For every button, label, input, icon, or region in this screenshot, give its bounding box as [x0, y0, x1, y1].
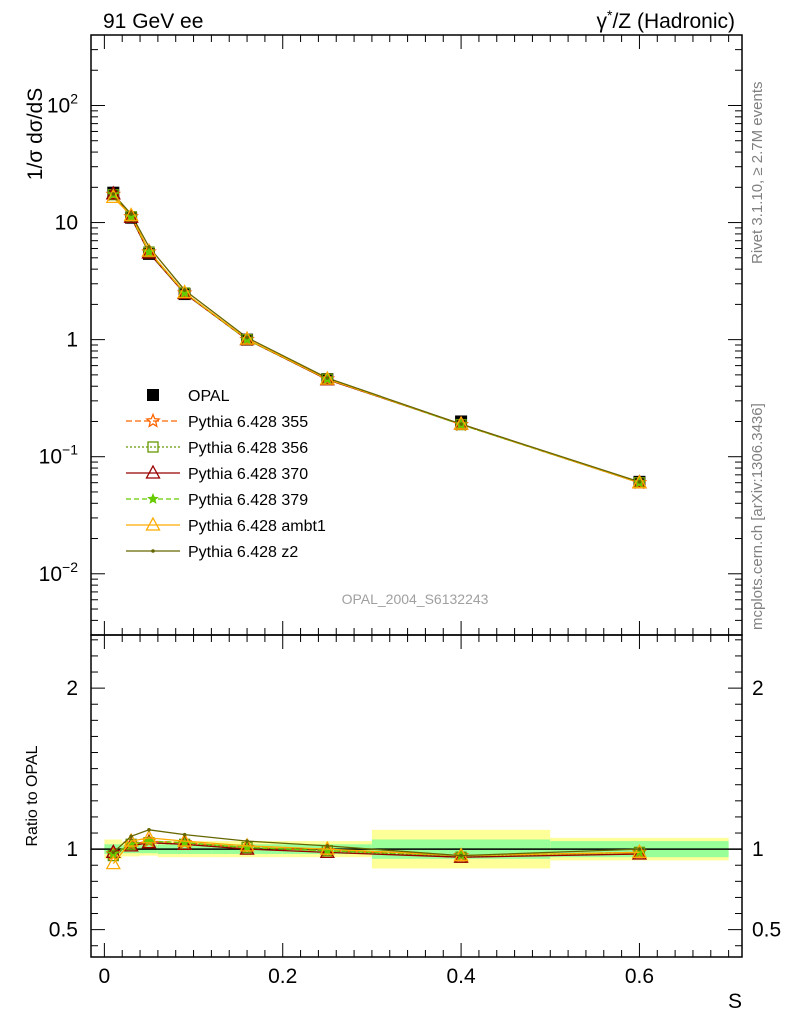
- main-series-marker-4: [631, 474, 648, 489]
- main-y-tick-label: 1: [66, 329, 78, 352]
- main-y-tick-label: 102: [47, 90, 78, 117]
- main-series-marker-5: [147, 245, 151, 249]
- main-series-marker-4: [177, 284, 193, 299]
- ratio-series-marker-4: [453, 847, 469, 862]
- analysis-id: OPAL_2004_S6132243: [342, 591, 489, 607]
- ratio-series-marker-5: [182, 832, 187, 837]
- main-series-marker-5: [245, 335, 249, 340]
- ratio-series-marker-5: [111, 850, 116, 855]
- ratio-series-marker-4: [105, 855, 121, 870]
- header-right: γ*/Z (Hadronic): [597, 7, 735, 33]
- legend: OPAL Pythia 6.428 355 Pythia 6.428 356 Pyth…: [126, 388, 326, 561]
- ratio-series-marker-4: [631, 843, 648, 858]
- ratio-series-marker-2: [177, 835, 193, 850]
- ratio-plot-frame: [90, 634, 743, 958]
- main-series-marker-5: [182, 288, 187, 292]
- ratio-series-marker-5: [147, 828, 151, 832]
- ratio-plot-panel: 0 0.2 0.4 0.6 0.5 0.5 1 1 2 2: [49, 634, 781, 988]
- main-series-marker-5: [459, 422, 463, 426]
- main-series-marker-4: [123, 207, 139, 222]
- main-series-marker-5: [111, 192, 116, 196]
- main-series-line-5: [112, 193, 640, 483]
- rivet-note: Rivet 3.1.10, ≥ 2.7M events: [749, 82, 766, 265]
- main-y-tick-label: 10: [55, 212, 78, 235]
- main-series-marker-5: [637, 480, 642, 484]
- main-y-tick-label-base: 10: [47, 94, 70, 117]
- legend-marker-4: [145, 516, 161, 531]
- ratio-series-marker-5: [245, 839, 249, 843]
- ratio-series-marker-5: [637, 847, 642, 851]
- main-series-marker-5: [129, 212, 133, 216]
- legend-marker-0: [145, 412, 161, 428]
- ratio-series-marker-5: [129, 834, 133, 839]
- legend-label-data: OPAL: [188, 388, 230, 405]
- main-series-marker-4: [319, 370, 335, 385]
- legend-label-5: Pythia 6.428 z2: [188, 544, 298, 561]
- main-y-tick-label-base: 10: [55, 212, 78, 235]
- header-right-rest: /Z (Hadronic): [612, 10, 735, 33]
- x-tick-label: 0.6: [625, 965, 654, 988]
- main-y-tick-label-base: 10: [39, 446, 62, 469]
- header-right-star: *: [607, 7, 613, 23]
- main-series-marker-4: [453, 415, 469, 430]
- ratio-series-marker-4: [177, 832, 193, 847]
- main-series-marker-4: [239, 330, 255, 345]
- main-y-tick-label-base: 1: [66, 329, 78, 352]
- main-y-tick-label-exp: −2: [62, 559, 78, 575]
- header-left: 91 GeV ee: [103, 10, 203, 33]
- main-y-tick-label-exp: −1: [62, 442, 78, 458]
- legend-label-4: Pythia 6.428 ambt1: [188, 518, 326, 535]
- legend-marker-data: [147, 389, 159, 401]
- main-y-tick-label-exp: 2: [70, 90, 78, 106]
- main-series-marker-4: [141, 242, 157, 257]
- x-axis-label: S: [728, 990, 742, 1013]
- x-tick-label: 0.2: [268, 965, 297, 988]
- ratio-series-marker-4: [319, 840, 335, 855]
- ratio-y-tick-label-right: 1: [752, 838, 764, 861]
- ratio-series-marker-5: [459, 853, 463, 858]
- main-y-tick-label: 10−2: [39, 559, 79, 586]
- ratio-series-marker-4: [239, 837, 255, 852]
- header-right-gamma: γ: [597, 10, 608, 33]
- mcplots-note: mcplots.cern.ch [arXiv:1306.3436]: [749, 403, 766, 630]
- x-tick-label: 0.4: [446, 965, 476, 988]
- legend-marker-1: [147, 441, 159, 453]
- ratio-y-tick-label: 1: [66, 838, 78, 861]
- main-y-tick-label: 10−1: [39, 442, 79, 469]
- main-series-marker-5: [325, 376, 330, 380]
- ratio-series-marker-4: [141, 829, 157, 844]
- ratio-series-line-5: [112, 829, 640, 857]
- legend-marker-5: [151, 549, 155, 553]
- legend-marker-2: [145, 464, 161, 479]
- legend-marker-3: [147, 492, 159, 504]
- x-tick-label: 0: [99, 965, 111, 988]
- legend-label-3: Pythia 6.428 379: [188, 492, 308, 509]
- legend-label-1: Pythia 6.428 356: [188, 440, 308, 457]
- main-y-axis-label: 1/σ dσ/dS: [24, 88, 47, 180]
- ratio-y-axis-label: Ratio to OPAL: [24, 745, 41, 846]
- legend-label-0: Pythia 6.428 355: [188, 414, 308, 431]
- main-series-marker-4: [105, 189, 121, 204]
- legend-label-2: Pythia 6.428 370: [188, 466, 308, 483]
- main-y-tick-label-base: 10: [39, 563, 62, 586]
- ratio-y-tick-label: 0.5: [49, 919, 78, 942]
- ratio-series-marker-5: [325, 844, 330, 848]
- ratio-y-tick-label-right: 0.5: [752, 919, 781, 942]
- ratio-y-tick-label: 2: [66, 677, 78, 700]
- ratio-y-tick-label-right: 2: [752, 677, 764, 700]
